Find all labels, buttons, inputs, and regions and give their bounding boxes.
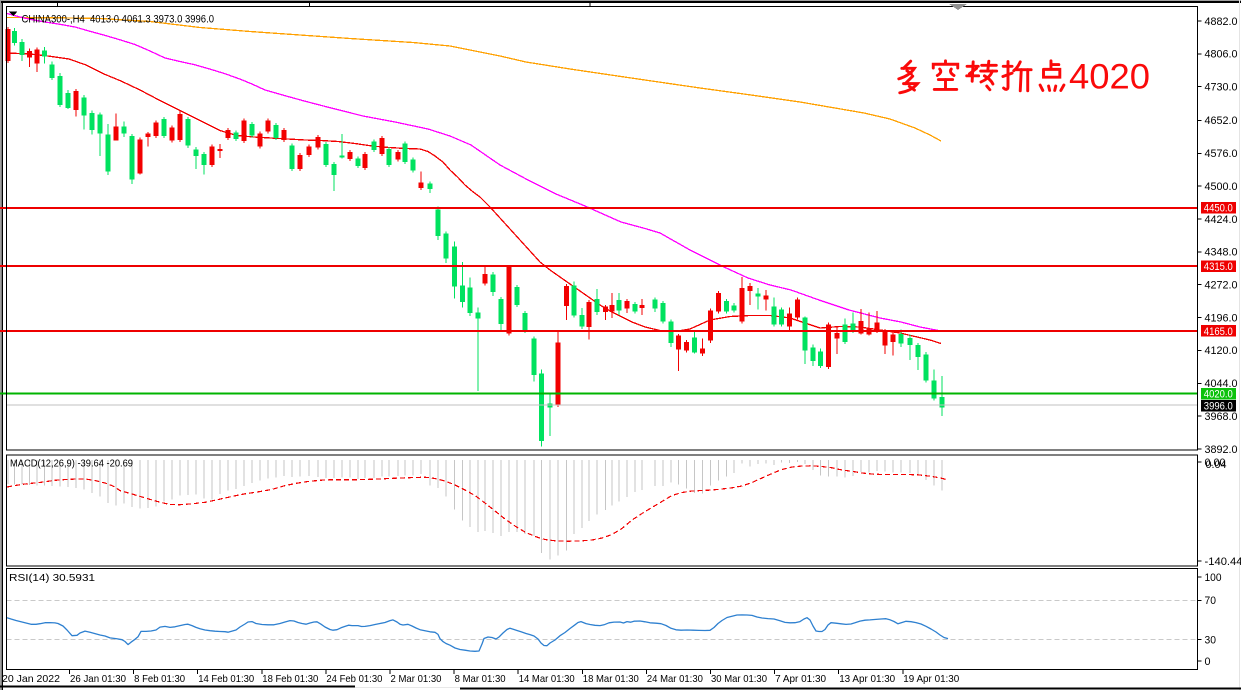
svg-text:4272.0: 4272.0 <box>1205 280 1238 292</box>
svg-text:4196.0: 4196.0 <box>1205 312 1238 324</box>
svg-text:4450.0: 4450.0 <box>1204 203 1233 215</box>
svg-text:18 Feb 01:30: 18 Feb 01:30 <box>262 673 318 685</box>
svg-text:14 Feb 01:30: 14 Feb 01:30 <box>198 673 254 685</box>
svg-text:0: 0 <box>1205 656 1211 668</box>
svg-text:0.00: 0.00 <box>1205 457 1226 469</box>
svg-text:2 Mar 01:30: 2 Mar 01:30 <box>391 673 442 685</box>
svg-text:4348.0: 4348.0 <box>1205 247 1238 259</box>
svg-text:13 Apr 01:30: 13 Apr 01:30 <box>839 673 895 685</box>
svg-text:4730.0: 4730.0 <box>1205 82 1238 94</box>
svg-text:4044.0: 4044.0 <box>1205 378 1238 390</box>
svg-text:CHINA300-,H4 4013.0 4061.3 39: CHINA300-,H4 4013.0 4061.3 3973.0 3996.0 <box>22 14 215 26</box>
svg-text:4882.0: 4882.0 <box>1205 16 1238 28</box>
svg-text:18 Mar 01:30: 18 Mar 01:30 <box>583 673 639 685</box>
svg-text:4165.0: 4165.0 <box>1204 326 1233 338</box>
svg-text:0.04: 0.04 <box>1206 459 1227 471</box>
svg-text:4315.0: 4315.0 <box>1204 261 1233 273</box>
svg-text:3968.0: 3968.0 <box>1205 411 1238 423</box>
svg-text:7 Apr 01:30: 7 Apr 01:30 <box>775 673 826 685</box>
svg-text:20 Jan 2022: 20 Jan 2022 <box>2 673 60 685</box>
svg-text:70: 70 <box>1205 595 1217 607</box>
svg-text:8 Mar 01:30: 8 Mar 01:30 <box>455 673 506 685</box>
svg-text:24 Feb 01:30: 24 Feb 01:30 <box>326 673 382 685</box>
svg-text:30 Mar 01:30: 30 Mar 01:30 <box>711 673 767 685</box>
svg-text:4576.0: 4576.0 <box>1205 148 1238 160</box>
svg-text:30: 30 <box>1205 634 1217 646</box>
svg-text:100: 100 <box>1205 572 1222 584</box>
svg-text:3892.0: 3892.0 <box>1205 444 1238 456</box>
svg-text:4020: 4020 <box>1069 58 1150 97</box>
svg-text:4424.0: 4424.0 <box>1205 214 1238 226</box>
svg-text:4806.0: 4806.0 <box>1205 49 1238 61</box>
svg-text:26 Jan 01:30: 26 Jan 01:30 <box>70 673 126 685</box>
svg-text:-140.44: -140.44 <box>1205 556 1241 568</box>
svg-text:4020.0: 4020.0 <box>1204 389 1233 401</box>
svg-text:3996.0: 3996.0 <box>1204 400 1233 412</box>
svg-text:RSI(14) 30.5931: RSI(14) 30.5931 <box>9 572 95 584</box>
svg-text:4120.0: 4120.0 <box>1205 345 1238 357</box>
svg-text:24 Mar 01:30: 24 Mar 01:30 <box>647 673 703 685</box>
svg-text:14 Mar 01:30: 14 Mar 01:30 <box>519 673 575 685</box>
svg-text:MACD(12,26,9) -39.64 -20.69: MACD(12,26,9) -39.64 -20.69 <box>10 458 133 470</box>
svg-text:4500.0: 4500.0 <box>1205 181 1238 193</box>
svg-text:19 Apr 01:30: 19 Apr 01:30 <box>903 673 959 685</box>
svg-text:4652.0: 4652.0 <box>1205 115 1238 127</box>
svg-text:8 Feb 01:30: 8 Feb 01:30 <box>134 673 185 685</box>
